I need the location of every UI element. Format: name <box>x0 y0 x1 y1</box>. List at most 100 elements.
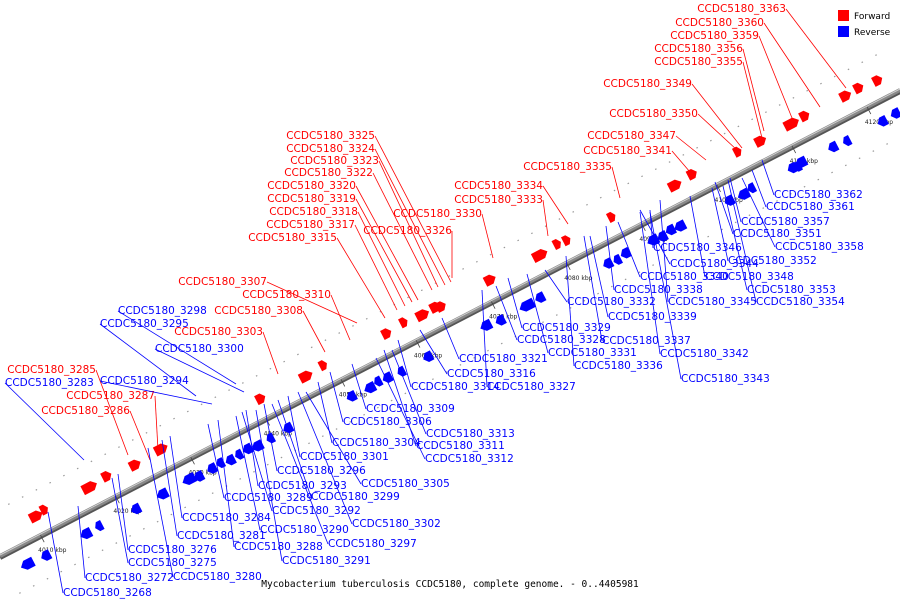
reverse-gene <box>225 453 237 466</box>
reverse-gene <box>216 457 227 469</box>
reverse-gene <box>647 233 661 246</box>
reverse-leader-line <box>397 339 412 388</box>
reverse-leader-line <box>245 409 259 487</box>
forward-gene-label: CCDC5180_3334 <box>454 180 543 192</box>
reverse-gene-label: CCDC5180_3275 <box>128 557 217 569</box>
forward-leader-line <box>266 281 358 324</box>
forward-leader-line <box>336 237 386 319</box>
reverse-gene <box>495 313 507 326</box>
reverse-leader-line <box>649 211 682 380</box>
reverse-leader-line <box>583 235 603 342</box>
reverse-gene-label: CCDC5180_3338 <box>614 284 703 296</box>
forward-gene <box>685 168 697 181</box>
forward-gene-label: CCDC5180_3285 <box>7 364 96 376</box>
reverse-gene-label: CCDC5180_3345 <box>668 296 757 308</box>
forward-gene-label: CCDC5180_3310 <box>242 289 331 301</box>
forward-leader-line <box>671 150 691 173</box>
reverse-gene-label: CCDC5180_3304 <box>332 437 421 449</box>
reverse-leader-line <box>375 357 426 460</box>
reverse-gene-label: CCDC5180_3288 <box>234 541 323 553</box>
backbone-highlight <box>0 88 900 556</box>
forward-gene-label: CCDC5180_3307 <box>178 276 267 288</box>
reverse-gene <box>620 246 632 259</box>
forward-gene-label: CCDC5180_3324 <box>286 143 375 155</box>
reverse-gene <box>95 519 105 532</box>
reverse-gene <box>266 432 277 444</box>
reverse-gene <box>657 230 669 242</box>
reverse-leader-line <box>761 159 775 196</box>
reverse-gene-label: CCDC5180_3294 <box>100 375 189 387</box>
reverse-leader-line <box>241 411 273 512</box>
reverse-gene <box>131 502 143 515</box>
reverse-gene-label: CCDC5180_3351 <box>733 228 822 240</box>
reverse-leader-line <box>287 395 301 458</box>
reverse-leader-line <box>169 435 183 519</box>
legend-forward-label: Forward <box>854 12 890 22</box>
forward-gene <box>414 309 430 323</box>
reverse-leader-line <box>544 269 568 303</box>
reverse-gene <box>374 375 384 387</box>
reverse-leader-line <box>481 289 488 388</box>
forward-leader-line <box>372 172 433 291</box>
forward-gene-label: CCDC5180_3363 <box>697 3 786 15</box>
forward-leader-line <box>302 310 326 353</box>
forward-leader-line <box>763 22 821 108</box>
reverse-leader-line <box>441 317 460 360</box>
kbp-tick <box>566 262 571 270</box>
reverse-gene-label: CCDC5180_3299 <box>311 491 400 503</box>
reverse-gene <box>737 187 751 200</box>
reverse-leader-line <box>507 277 523 329</box>
reverse-gene <box>382 371 394 383</box>
reverse-leader-line <box>317 381 333 444</box>
reverse-gene-label: CCDC5180_3340 <box>640 271 729 283</box>
forward-gene <box>605 211 616 223</box>
kbp-tick <box>866 106 872 115</box>
reverse-leader-line <box>329 371 344 423</box>
forward-gene <box>782 117 799 132</box>
forward-gene <box>27 510 43 524</box>
forward-gene-label: CCDC5180_3356 <box>654 43 743 55</box>
reverse-leader-line <box>419 329 448 375</box>
reverse-gene-label: CCDC5180_3298 <box>118 305 207 317</box>
forward-leader-line <box>611 166 621 199</box>
forward-gene <box>254 393 266 406</box>
reverse-leader-line <box>639 211 661 355</box>
forward-gene-label: CCDC5180_3287 <box>66 390 155 402</box>
reverse-gene-label: CCDC5180_3337 <box>602 335 691 347</box>
kbp-tick <box>491 301 496 309</box>
reverse-leader-line <box>305 391 362 485</box>
forward-gene-label: CCDC5180_3360 <box>675 17 764 29</box>
forward-gene <box>482 274 496 287</box>
forward-leader-line <box>742 48 765 132</box>
forward-gene <box>871 75 883 87</box>
reverse-leader-line <box>263 403 278 472</box>
reverse-leader-line <box>689 195 706 278</box>
reverse-gene-label: CCDC5180_3281 <box>177 530 266 542</box>
reverse-leader-line <box>714 181 734 235</box>
forward-gene-label: CCDC5180_3322 <box>284 167 373 179</box>
reverse-leader-line <box>741 177 776 248</box>
reverse-gene-label: CCDC5180_3342 <box>660 348 749 360</box>
reverse-gene-label: CCDC5180_3343 <box>681 373 770 385</box>
forward-leader-line <box>378 160 439 288</box>
forward-gene <box>100 470 112 483</box>
forward-gene-label: CCDC5180_3320 <box>267 180 356 192</box>
forward-leader-line <box>330 294 351 341</box>
kbp-tick-label: 4040 kbp <box>264 430 292 437</box>
kbp-tick-label: 4080 kbp <box>564 275 592 282</box>
forward-gene <box>731 146 742 158</box>
reverse-leader-line <box>711 187 729 262</box>
forward-gene-label: CCDC5180_3350 <box>609 108 698 120</box>
reverse-gene-label: CCDC5180_3309 <box>366 403 455 415</box>
forward-leader-line <box>542 185 569 225</box>
forward-leader-line <box>355 198 413 303</box>
reverse-gene-label: CCDC5180_3311 <box>416 440 505 452</box>
reverse-leader-line <box>617 221 641 278</box>
reverse-gene <box>613 253 624 265</box>
reverse-leader-line <box>589 235 609 318</box>
reverse-leader-line <box>351 363 367 410</box>
reverse-gene-label: CCDC5180_3336 <box>574 360 663 372</box>
reverse-gene <box>747 182 758 194</box>
